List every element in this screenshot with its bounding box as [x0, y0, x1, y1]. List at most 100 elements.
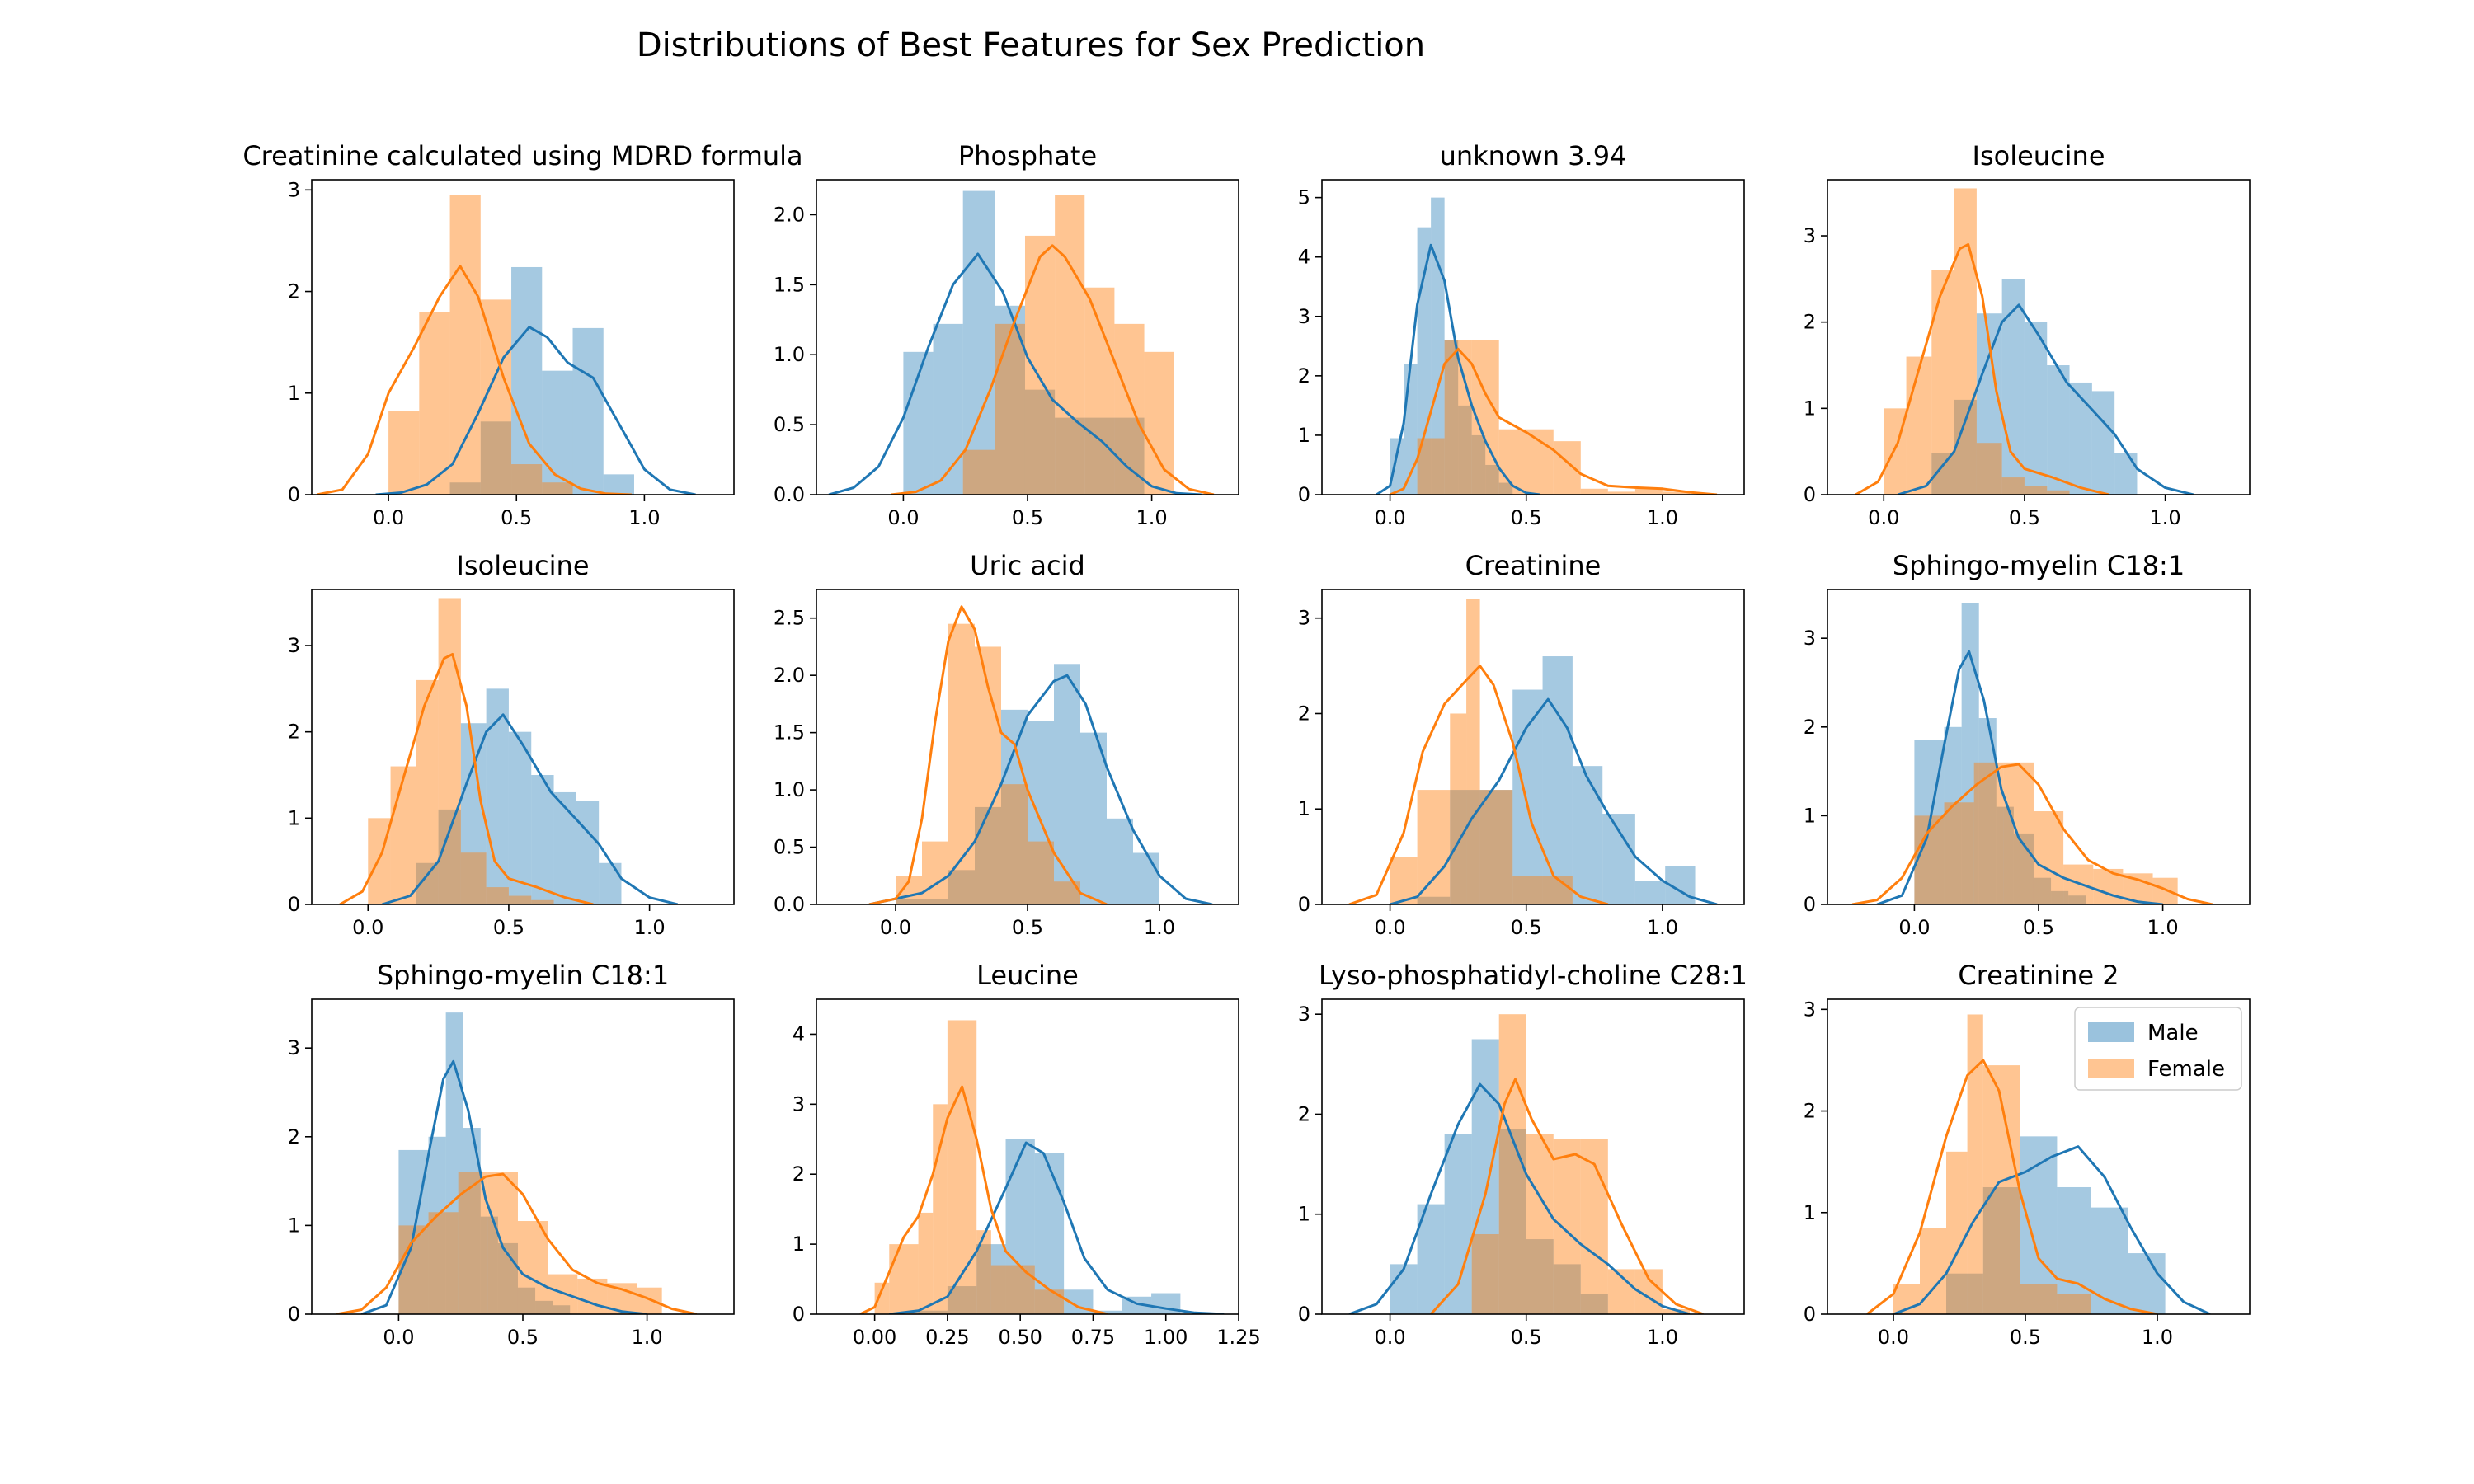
subplot-title: Creatinine — [1465, 550, 1602, 581]
histogram-bar-male — [438, 809, 461, 904]
histogram-bar-male — [603, 474, 634, 495]
histogram-bar-female — [486, 887, 509, 904]
y-tick-label: 0.5 — [774, 413, 805, 436]
y-tick-label: 1 — [288, 1214, 300, 1237]
subplot-panel: 0.0 0.5 1.0 0 1 2 3 Sphingo-myelin C18:1 — [288, 960, 735, 1349]
histogram-bar-male — [1444, 340, 1459, 495]
histogram-bar-male — [1114, 417, 1145, 495]
kde-curve-male — [1897, 303, 2194, 495]
y-tick-label: 2 — [793, 1162, 805, 1186]
legend-label-female: Female — [2147, 1057, 2225, 1082]
kde-curve-male — [381, 713, 679, 904]
y-tick-label: 3 — [288, 178, 300, 201]
histogram-bar-female — [995, 323, 1025, 495]
x-tick-label: 0.0 — [1868, 506, 1899, 529]
x-tick-label: 0.5 — [501, 506, 532, 529]
subplot-title: Leucine — [976, 960, 1079, 991]
histogram-bar-male — [1034, 1153, 1065, 1314]
plot-area — [868, 605, 1213, 904]
histogram-bar-male — [1553, 1264, 1581, 1314]
histogram-bar-male — [1133, 852, 1159, 904]
histogram-bar-female — [922, 841, 948, 904]
y-tick-label: 2 — [288, 721, 300, 744]
kde-curve-female — [1851, 763, 2213, 904]
histogram-bar-male — [2033, 877, 2052, 904]
subplot-title: Isoleucine — [1973, 140, 2105, 171]
histogram-bar-male — [486, 688, 509, 904]
y-tick-label: 1.0 — [774, 343, 805, 366]
plot-area — [1866, 1014, 2211, 1314]
histogram-bar-female — [1553, 441, 1581, 495]
histogram-bar-female — [990, 1265, 1006, 1314]
histogram-bar-male — [1390, 1264, 1418, 1314]
histogram-bar-male — [1444, 1134, 1472, 1314]
x-tick-label: 0.5 — [1511, 916, 1542, 939]
histogram-bar-female — [874, 1282, 890, 1314]
legend-swatch-male — [2088, 1022, 2134, 1042]
histogram-bar-female — [458, 1172, 488, 1314]
histogram-bar-female — [1450, 713, 1467, 904]
histogram-bar-female — [637, 1287, 662, 1314]
histogram-bar-male — [1390, 438, 1404, 495]
axes-frame — [1827, 179, 2251, 495]
kde-curve-male — [1376, 243, 1540, 495]
plot-area — [1348, 599, 1718, 904]
histogram-bar-male — [1080, 732, 1107, 904]
histogram-bar-female — [508, 895, 532, 904]
y-tick-label: 3 — [1804, 627, 1816, 650]
legend-frame — [2074, 1007, 2242, 1091]
histogram-bar-male — [1001, 709, 1028, 904]
histogram-bar-male — [542, 370, 573, 495]
subplot-panel: 0.0 0.5 1.0 0 1 2 3 Sphingo-myelin C18:1 — [1804, 550, 2251, 939]
histogram-bar-female — [438, 598, 461, 904]
histogram-bar-male — [1417, 896, 1451, 904]
y-tick-label: 3 — [1804, 998, 1816, 1021]
histogram-bar-female — [1906, 356, 1932, 495]
histogram-bar-male — [511, 266, 543, 495]
kde-curve-male — [1348, 1082, 1691, 1314]
histogram-bar-female — [947, 1020, 977, 1314]
histogram-bar-female — [962, 449, 995, 495]
histogram-bar-female — [2024, 486, 2048, 495]
x-tick-label: 1.0 — [1136, 506, 1168, 529]
kde-curve-female — [868, 605, 1108, 904]
subplot-panel: 0.0 0.5 1.0 0 1 2 3 Lyso-phosphatidyl-choline C… — [1298, 960, 1747, 1349]
y-tick-label: 1 — [1804, 804, 1816, 827]
histogram-bar-female — [918, 1212, 934, 1314]
histogram-bar-female — [388, 411, 420, 495]
subplot-panel: 0.0 0.5 1.0 0 1 2 3 Isoleucine — [1804, 140, 2251, 529]
histogram-bar-female — [416, 679, 439, 904]
histogram-bar-male — [2069, 382, 2092, 495]
histogram-bar-male — [976, 1244, 1006, 1314]
histogram-bar-female — [1944, 802, 1974, 904]
subplot-panel: 0.00 0.25 0.50 0.75 1.00 1.25 0 1 2 3 4 Leucine — [793, 960, 1261, 1349]
histogram-bar-female — [1084, 287, 1115, 495]
histogram-bar-female — [1976, 443, 2002, 495]
histogram-bar-female — [428, 1212, 459, 1314]
legend-swatch-female — [2088, 1059, 2134, 1078]
histogram-bar-male — [1526, 1239, 1554, 1314]
y-tick-label: 3 — [793, 1092, 805, 1115]
histogram-bar-female — [1954, 188, 1977, 495]
y-tick-label: 3 — [288, 1036, 300, 1059]
histogram-bar-male — [508, 731, 532, 904]
kde-curve-female — [1855, 243, 2109, 495]
x-tick-label: 0.0 — [1374, 916, 1405, 939]
x-tick-label: 1.0 — [1144, 916, 1175, 939]
histogram-bar-male — [1982, 1186, 2020, 1314]
histogram-bar-female — [1526, 1134, 1554, 1314]
x-tick-label: 0.5 — [2010, 1326, 2041, 1349]
y-tick-label: 3 — [1804, 224, 1816, 247]
x-tick-label: 1.0 — [634, 916, 666, 939]
histogram-bar-female — [976, 1230, 991, 1314]
x-tick-label: 1.0 — [2142, 1326, 2173, 1349]
plot-area — [339, 598, 679, 904]
histogram-bar-female — [1024, 235, 1056, 495]
x-tick-label: 1.0 — [628, 506, 660, 529]
y-tick-label: 1 — [793, 1233, 805, 1256]
histogram-bar-female — [1114, 323, 1145, 495]
kde-curve-female — [891, 244, 1215, 495]
x-tick-label: 0.0 — [1374, 1326, 1405, 1349]
plot-area — [1348, 1014, 1705, 1314]
kde-curve-male — [868, 674, 1213, 904]
